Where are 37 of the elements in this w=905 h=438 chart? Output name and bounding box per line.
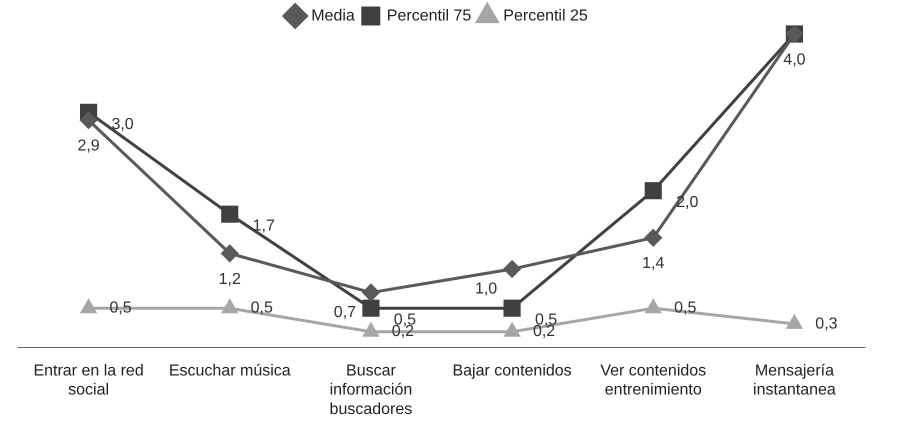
data-label: 2,9	[77, 138, 100, 155]
data-label: 0,7	[334, 304, 356, 321]
point	[80, 112, 98, 129]
x-tick-label: Buscar información buscadores	[330, 362, 412, 418]
point	[504, 260, 521, 278]
data-label: 3,0	[111, 116, 134, 133]
point	[644, 182, 662, 200]
point	[363, 323, 378, 337]
point	[362, 284, 380, 302]
data-label: 1,2	[218, 270, 241, 288]
point	[646, 300, 661, 314]
point	[221, 244, 238, 262]
point	[644, 229, 662, 246]
data-label: 1,4	[642, 255, 664, 272]
point	[362, 300, 380, 317]
x-tick-label: Entrar en la red social	[33, 362, 144, 399]
legend-label: Percentil 25	[503, 7, 588, 24]
point	[504, 323, 520, 337]
x-tick-label: Mensajería instantanea	[753, 362, 836, 399]
data-label: 1,7	[252, 218, 275, 235]
point	[786, 315, 802, 329]
legend-label: Percentil 75	[386, 7, 472, 24]
data-label: 2,0	[676, 194, 698, 212]
point	[221, 206, 238, 223]
data-label: 1,0	[474, 280, 498, 298]
x-tick-label: Ver contenidos entrenimiento	[600, 362, 706, 399]
point	[222, 300, 238, 314]
x-tick-label: Bajar contenidos	[452, 362, 572, 380]
x-tick-label: Escuchar música	[168, 362, 291, 380]
point	[81, 300, 96, 314]
data-label: 0,3	[815, 315, 838, 332]
data-label: 0,5	[250, 300, 273, 317]
data-label: 0,5	[109, 300, 132, 317]
data-label: 0,5	[674, 300, 696, 317]
legend-label: Media	[311, 7, 355, 24]
point	[504, 300, 521, 317]
data-label: 4,0	[783, 51, 806, 68]
